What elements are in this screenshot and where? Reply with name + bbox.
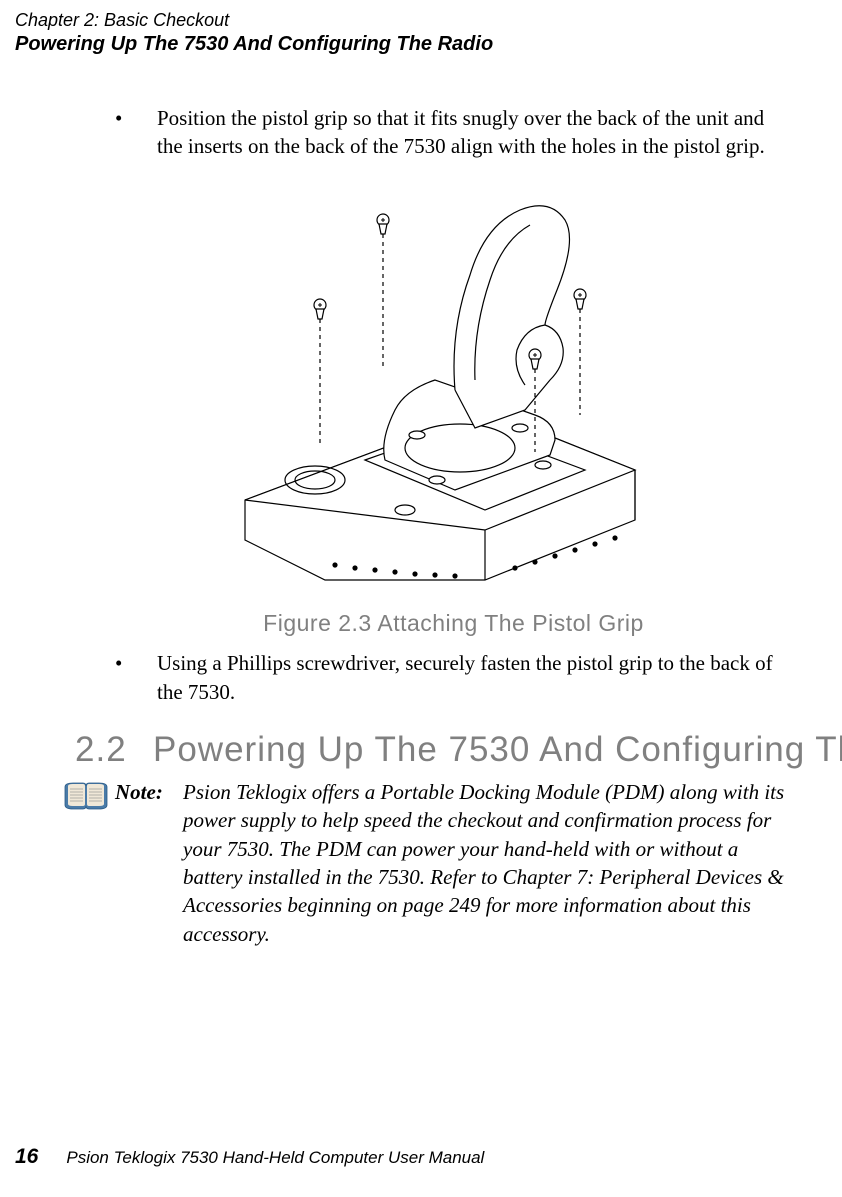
note-label: Note: (115, 778, 183, 948)
bullet-text: Position the pistol grip so that it fits… (157, 104, 792, 161)
section-title: Powering Up The 7530 And Configuring The… (153, 730, 842, 769)
bullet-marker: • (115, 104, 157, 161)
book-icon (63, 781, 109, 811)
page-footer: 16 Psion Teklogix 7530 Hand-Held Compute… (15, 1145, 484, 1169)
page-header: Chapter 2: Basic Checkout Powering Up Th… (10, 10, 802, 56)
bullet-marker: • (115, 649, 157, 706)
bullet-item-2: • Using a Phillips screwdriver, securely… (115, 649, 792, 706)
section-number: 2.2 (75, 730, 153, 770)
section-header-label: Powering Up The 7530 And Configuring The… (15, 32, 802, 56)
note-text: Psion Teklogix offers a Portable Docking… (183, 778, 792, 948)
figure-illustration (205, 180, 665, 600)
page-content: • Position the pistol grip so that it fi… (10, 104, 802, 948)
section-heading: 2.2Powering Up The 7530 And Configuring … (75, 730, 792, 770)
bullet-item-1: • Position the pistol grip so that it fi… (115, 104, 792, 161)
document-page: Chapter 2: Basic Checkout Powering Up Th… (0, 0, 842, 1197)
figure-caption: Figure 2.3 Attaching The Pistol Grip (115, 610, 792, 637)
note-block: Note: Psion Teklogix offers a Portable D… (63, 778, 792, 948)
pistol-grip-diagram (205, 180, 665, 600)
bullet-text: Using a Phillips screwdriver, securely f… (157, 649, 792, 706)
chapter-label: Chapter 2: Basic Checkout (15, 10, 802, 32)
page-number: 16 (15, 1145, 38, 1169)
footer-manual-title: Psion Teklogix 7530 Hand-Held Computer U… (66, 1148, 484, 1168)
